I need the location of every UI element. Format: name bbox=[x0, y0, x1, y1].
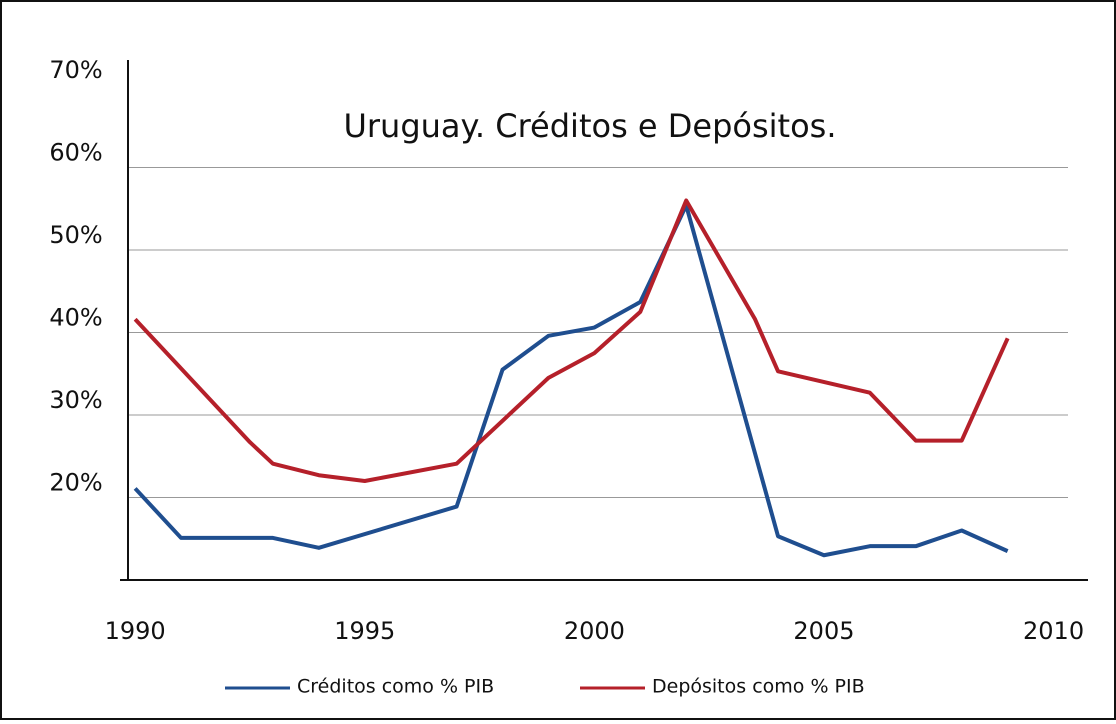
legend-label: Depósitos como % PIB bbox=[652, 676, 865, 698]
y-tick-label: 40% bbox=[49, 304, 102, 332]
y-tick-label: 50% bbox=[49, 221, 102, 249]
legend-label: Créditos como % PIB bbox=[297, 676, 494, 698]
y-tick-label: 70% bbox=[49, 56, 102, 84]
x-tick-label: 1995 bbox=[334, 617, 395, 645]
y-tick-label: 60% bbox=[49, 139, 102, 167]
x-tick-label: 2010 bbox=[1023, 617, 1084, 645]
x-tick-label: 2005 bbox=[793, 617, 854, 645]
x-tick-label: 1990 bbox=[105, 617, 166, 645]
y-tick-label: 20% bbox=[49, 469, 102, 497]
x-tick-label: 2000 bbox=[564, 617, 625, 645]
y-tick-label: 30% bbox=[49, 386, 102, 414]
line-series bbox=[133, 198, 1010, 483]
chart-title: Uruguay. Créditos e Depósitos. bbox=[343, 107, 836, 145]
line-series bbox=[133, 203, 1009, 558]
